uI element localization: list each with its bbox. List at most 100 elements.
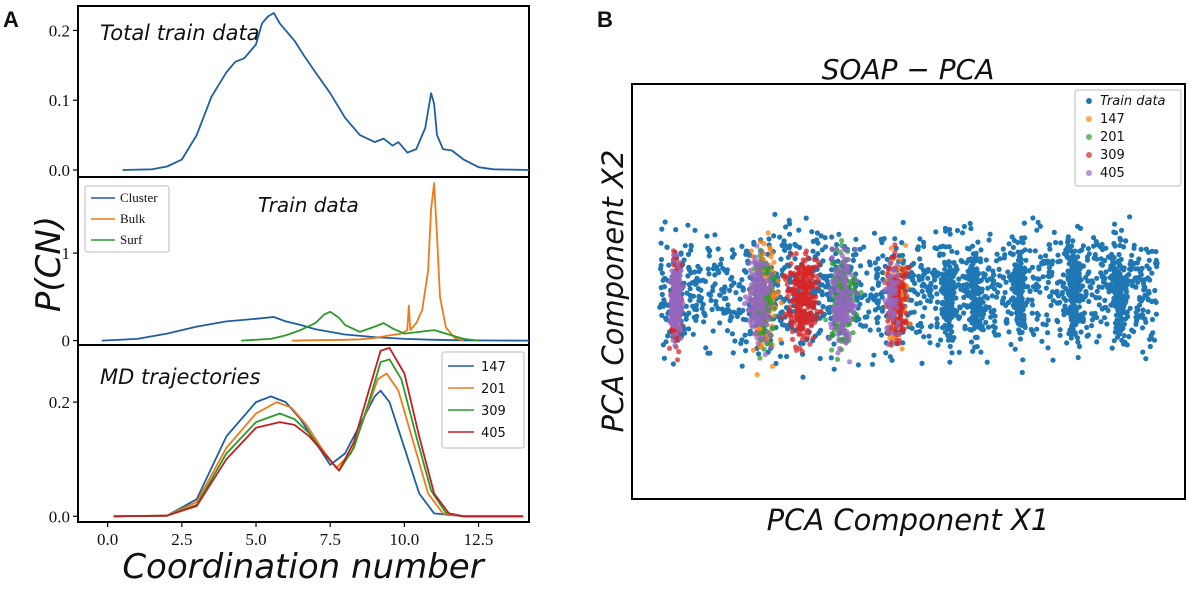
scatter-point-md [786,309,792,315]
scatter-point-train [775,282,781,288]
scatter-point-train [970,275,976,281]
scatter-point-train [947,226,953,233]
scatter-point-train [934,272,941,279]
scatter-point-train [1092,310,1098,316]
scatter-point-md [747,260,753,266]
scatter-point-train [1091,235,1097,241]
scatter-point-train [1113,277,1119,283]
scatter-point-md [672,342,678,349]
scatter-point-train [868,292,874,298]
scatter-point-train [1029,297,1035,303]
scatter-point-train [1099,241,1105,248]
scatter-point-train [869,286,876,292]
scatter-point-md [761,346,767,352]
scatter-point-md [835,350,841,356]
scatter-point-train [1046,265,1052,271]
scatter-point-train [1086,298,1092,305]
series-lines [101,182,530,342]
scatter-point-train [984,277,990,283]
scatter-point-train [1034,316,1040,322]
scatter-point-train [1035,284,1042,290]
scatter-point-train [921,239,927,245]
scatter-point-train [942,259,948,265]
scatter-point-md [765,230,771,236]
scatter-point-train [953,263,959,269]
scatter-point-train [803,215,809,221]
scatter-point-md [815,285,821,291]
scatter-point-train [1034,310,1040,316]
scatter-point-train [820,304,826,310]
scatter-point-md [830,304,836,310]
scatter-point-train [743,339,749,345]
scatter-point-md [897,257,904,263]
scatter-point-md [678,335,684,341]
scatter-point-md [752,331,758,337]
scatter-point-train [816,330,822,336]
scatter-point-md [676,349,682,355]
scatter-point-md [889,267,896,273]
scatter-point-train [943,292,949,298]
scatter-point-train [1143,356,1149,362]
scatter-point-train [809,229,815,235]
scatter-point-md [838,324,844,330]
scatter-point-train [883,350,889,356]
scatter-point-train [880,253,886,259]
scatter-point-train [1146,257,1152,263]
scatter-point-train [721,296,727,302]
scatter-point-train [734,311,740,317]
scatter-point-md [903,242,909,248]
scatter-point-train [1075,274,1081,281]
scatter-point-train [900,219,906,226]
scatter-point-train [920,313,926,319]
scatter-point-train [658,256,665,263]
scatter-point-train [1129,252,1135,258]
scatter-point-train [1063,286,1069,292]
scatter-point-train [1057,258,1063,264]
scatter-point-md [668,279,675,285]
scatter-point-train [707,350,713,356]
scatter-point-train [871,230,878,236]
scatter-point-md [755,258,762,264]
scatter-point-train [1021,317,1027,323]
scatter-point-train [1079,247,1085,253]
scatter-point-md [894,273,901,279]
scatter-point-train [875,314,881,320]
scatter-point-md [753,278,759,284]
scatter-point-md [895,279,901,285]
scatter-point-train [829,234,835,240]
scatter-point-train [732,338,738,344]
scatter-point-md [785,293,791,300]
y-tick-label: 1 [62,244,71,263]
scatter-point-md [772,274,778,280]
scatter-point-train [934,299,941,305]
scatter-point-train [921,293,927,299]
scatter-point-train [969,290,976,296]
scatter-point-train [1125,313,1131,320]
scatter-point-train [1137,269,1144,276]
scatter-point-train [922,283,929,289]
scatter-point-train [1015,239,1021,245]
scatter-point-md [782,273,788,279]
scatter-point-train [857,246,863,252]
scatter-point-train [983,319,989,326]
scatter-point-md [845,263,851,269]
scatter-point-train [685,251,692,257]
scatter-point-train [1106,289,1112,295]
scatter-point-train [673,227,679,233]
legend-train-data: Cluster Bulk Surf [84,185,170,253]
scatter-point-train [1068,335,1074,341]
scatter-point-md [673,311,680,317]
legend-marker-147 [1086,116,1092,122]
scatter-point-train [929,294,935,300]
scatter-point-md [898,301,904,307]
scatter-point-train [974,335,980,341]
scatter-point-train [1078,284,1084,290]
scatter-point-train [961,288,967,294]
scatter-point-train [1028,326,1034,333]
scatter-point-md [812,264,819,270]
scatter-point-md [894,323,901,329]
scatter-point-train [874,320,881,326]
series-line-147 [113,389,524,518]
scatter-point-train [1017,251,1023,257]
scatter-point-md [799,326,805,332]
